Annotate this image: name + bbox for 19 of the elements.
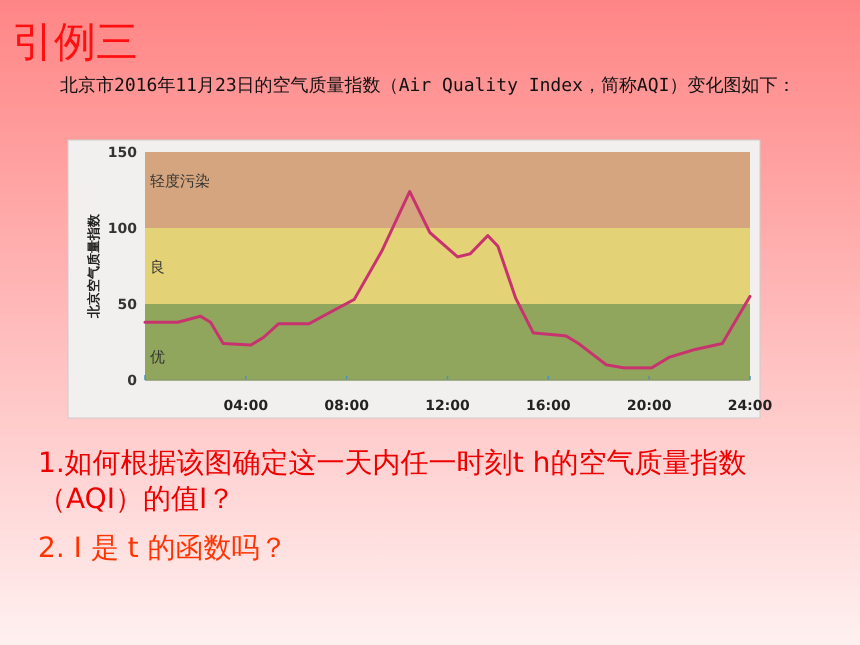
- y-tick-label: 50: [118, 297, 138, 313]
- x-tick-label: 12:00: [425, 398, 470, 414]
- y-tick-label: 150: [108, 145, 138, 161]
- text: 2. I 是 t 的函数吗？: [38, 530, 289, 566]
- band-label: 轻度污染: [150, 172, 210, 190]
- band-label: 良: [150, 258, 165, 276]
- x-tick-label: 16:00: [526, 398, 571, 414]
- y-tick-label: 100: [108, 221, 138, 237]
- x-tick-label: 04:00: [224, 398, 268, 414]
- x-tick-label: 24:00: [728, 398, 773, 414]
- chart-subtitle: 北京市2016年11月23日的空气质量指数（Air Quality Index，简称AQI）变化图如下：: [59, 74, 796, 98]
- text: 1.如何根据该图确定这一天内任一时刻t h的空气质量指数（AQI）的值I？: [38, 445, 748, 517]
- y-axis-title: 北京空气质量指数: [86, 213, 102, 319]
- x-tick-label: 08:00: [324, 398, 370, 414]
- y-tick-label: 0: [127, 373, 138, 389]
- line-series: [144, 190, 752, 370]
- chart-title: 引例三: [12, 17, 138, 66]
- band-label: 优: [150, 348, 165, 366]
- x-tick-label: 20:00: [626, 398, 672, 414]
